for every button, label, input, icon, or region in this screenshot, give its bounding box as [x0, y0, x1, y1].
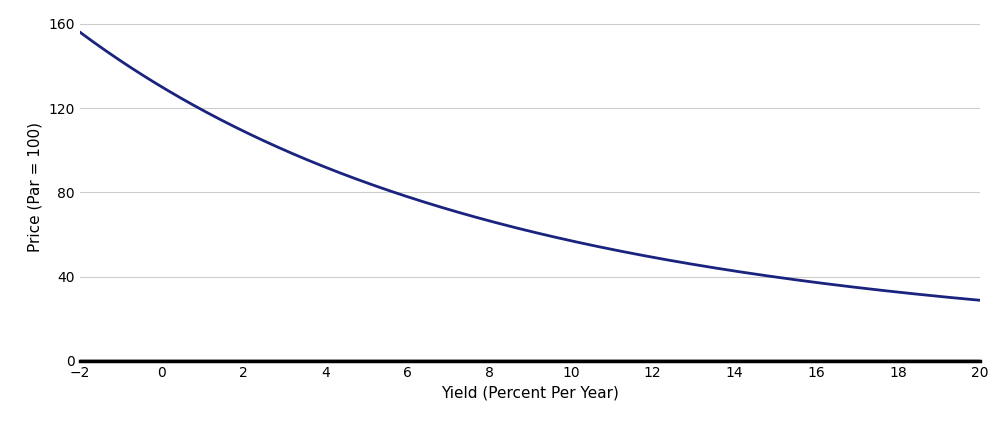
- X-axis label: Yield (Percent Per Year): Yield (Percent Per Year): [441, 386, 619, 401]
- Y-axis label: Price (Par = 100): Price (Par = 100): [27, 122, 42, 252]
